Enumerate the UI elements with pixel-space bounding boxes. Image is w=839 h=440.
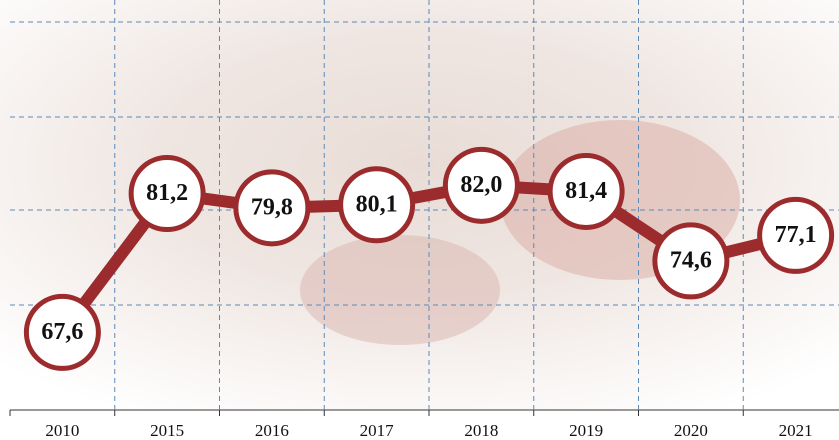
value-label: 81,2: [146, 180, 188, 206]
point: [442, 146, 520, 224]
value-label: 81,4: [565, 178, 607, 204]
point: [652, 222, 730, 300]
x-tick-label: 2018: [464, 421, 498, 440]
x-tick-label: 2020: [674, 421, 708, 440]
x-tick-label: 2015: [150, 421, 184, 440]
value-label: 77,1: [775, 222, 817, 248]
point: [233, 169, 311, 247]
point: [547, 152, 625, 230]
x-tick-label: 2017: [360, 421, 395, 440]
x-tick-label: 2021: [779, 421, 813, 440]
value-label: 80,1: [356, 191, 398, 217]
point: [757, 196, 835, 274]
point: [128, 155, 206, 233]
x-tick-label: 2010: [45, 421, 79, 440]
background-shape: [300, 235, 500, 345]
point: [338, 166, 416, 244]
point: [23, 293, 101, 371]
value-label: 74,6: [670, 247, 712, 273]
value-label: 82,0: [460, 172, 502, 198]
value-label: 79,8: [251, 194, 293, 220]
x-tick-label: 2016: [255, 421, 289, 440]
value-label: 67,6: [41, 319, 83, 345]
x-tick-label: 2019: [569, 421, 603, 440]
